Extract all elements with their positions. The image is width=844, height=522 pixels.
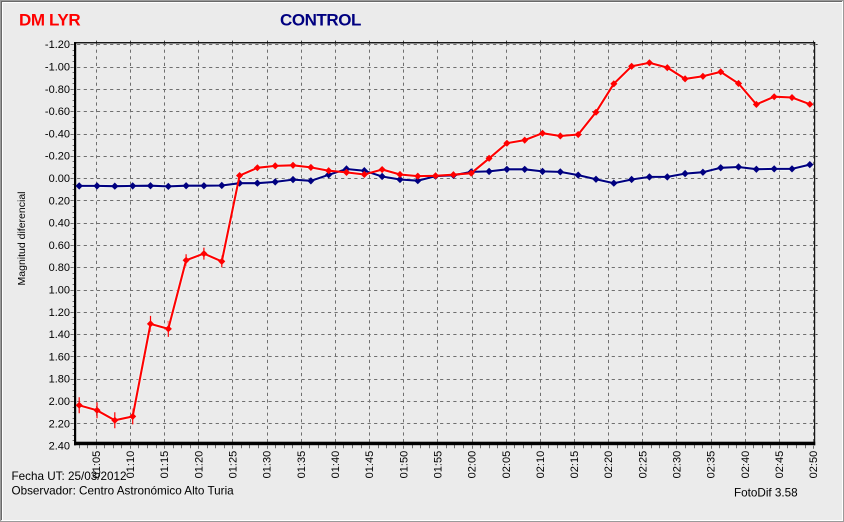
svg-text:01:20: 01:20 xyxy=(193,451,205,479)
svg-text:1.20: 1.20 xyxy=(49,307,70,319)
svg-text:1.80: 1.80 xyxy=(49,374,70,386)
svg-text:01:40: 01:40 xyxy=(330,451,342,479)
svg-text:0.40: 0.40 xyxy=(49,218,70,230)
svg-text:-1.20: -1.20 xyxy=(45,39,70,51)
svg-text:01:55: 01:55 xyxy=(433,451,445,479)
svg-text:01:45: 01:45 xyxy=(364,451,376,479)
svg-text:FotoDif 3.58: FotoDif 3.58 xyxy=(734,487,798,500)
svg-text:01:15: 01:15 xyxy=(159,451,171,479)
svg-text:01:05: 01:05 xyxy=(91,451,103,479)
svg-text:02:50: 02:50 xyxy=(808,451,820,479)
svg-text:02:05: 02:05 xyxy=(501,451,513,479)
svg-text:0.20: 0.20 xyxy=(49,195,70,207)
svg-text:-1.00: -1.00 xyxy=(45,62,70,74)
svg-text:02:30: 02:30 xyxy=(672,451,684,479)
svg-text:-0.80: -0.80 xyxy=(45,84,70,96)
svg-text:0.00: 0.00 xyxy=(49,173,70,185)
svg-text:Magnitud diferencial: Magnitud diferencial xyxy=(16,192,28,286)
svg-text:02:15: 02:15 xyxy=(569,451,581,479)
svg-text:1.40: 1.40 xyxy=(49,329,70,341)
svg-text:-0.20: -0.20 xyxy=(45,151,70,163)
svg-text:02:20: 02:20 xyxy=(603,451,615,479)
svg-text:02:25: 02:25 xyxy=(637,451,649,479)
svg-text:01:10: 01:10 xyxy=(125,451,137,479)
svg-text:DM LYR: DM LYR xyxy=(19,11,80,30)
svg-text:-0.40: -0.40 xyxy=(45,128,70,140)
svg-text:1.60: 1.60 xyxy=(49,351,70,363)
svg-text:Fecha UT: 25/03/2012: Fecha UT: 25/03/2012 xyxy=(12,470,127,483)
svg-text:01:30: 01:30 xyxy=(262,451,274,479)
svg-text:0.60: 0.60 xyxy=(49,240,70,252)
svg-text:Observador: Centro Astronómico: Observador: Centro Astronómico Alto Turi… xyxy=(12,484,235,497)
svg-text:02:00: 02:00 xyxy=(467,451,479,479)
svg-text:02:45: 02:45 xyxy=(774,451,786,479)
svg-text:02:10: 02:10 xyxy=(535,451,547,479)
svg-text:01:35: 01:35 xyxy=(296,451,308,479)
svg-text:2.40: 2.40 xyxy=(49,441,70,453)
svg-text:02:40: 02:40 xyxy=(740,451,752,479)
svg-text:-0.60: -0.60 xyxy=(45,106,70,118)
svg-text:01:25: 01:25 xyxy=(228,451,240,479)
svg-text:0.80: 0.80 xyxy=(49,262,70,274)
svg-text:2.00: 2.00 xyxy=(49,396,70,408)
svg-text:02:35: 02:35 xyxy=(706,451,718,479)
svg-text:01:50: 01:50 xyxy=(398,451,410,479)
svg-text:1.00: 1.00 xyxy=(49,285,70,297)
svg-text:CONTROL: CONTROL xyxy=(280,11,361,30)
svg-text:2.20: 2.20 xyxy=(49,418,70,430)
